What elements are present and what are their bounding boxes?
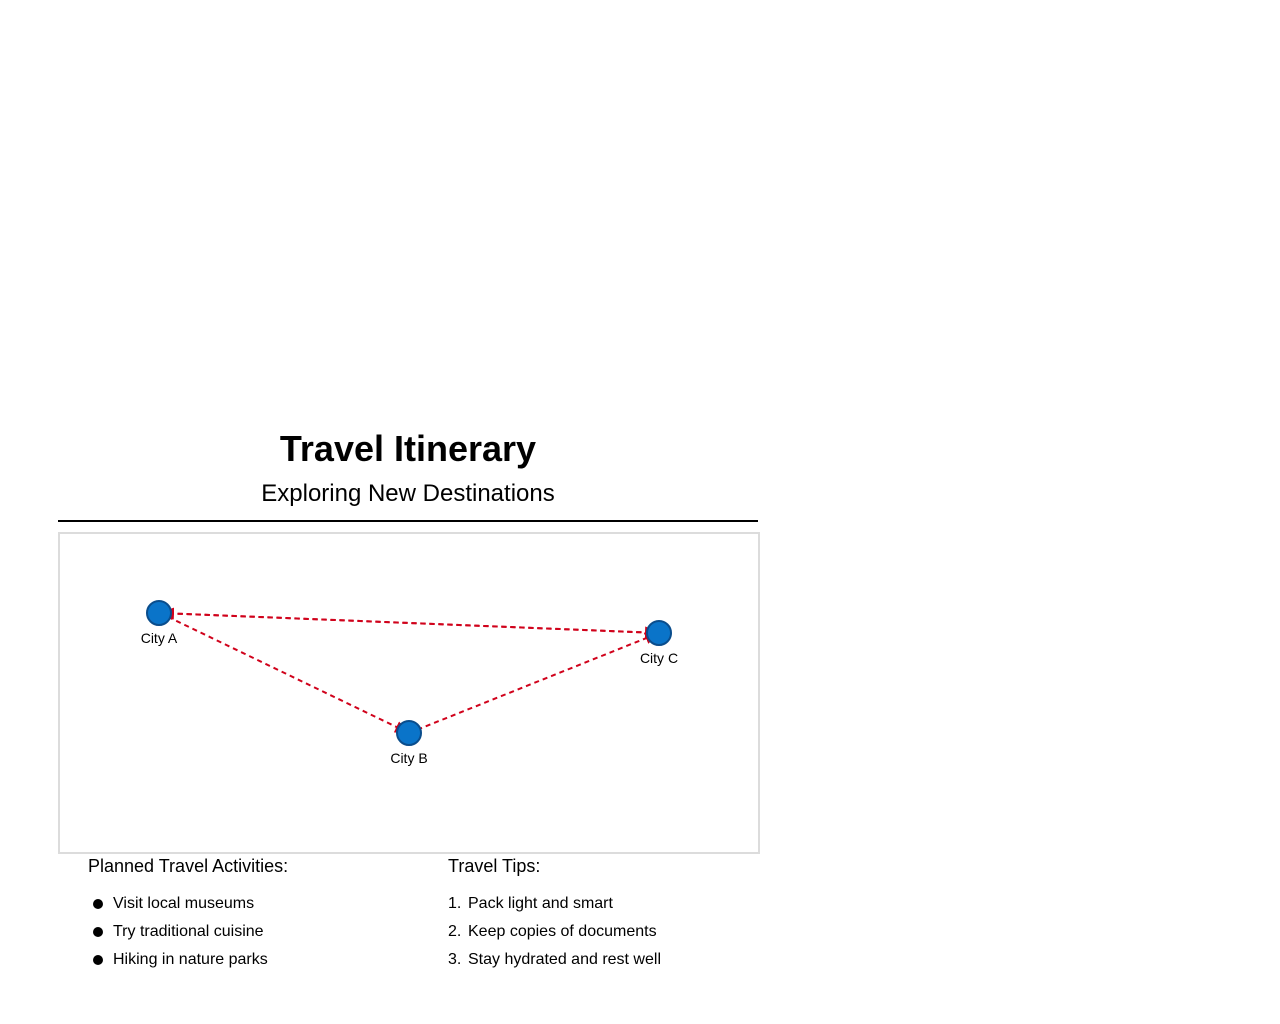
activities-title: Planned Travel Activities: bbox=[88, 855, 288, 877]
tip-text: Keep copies of documents bbox=[468, 918, 657, 946]
title-divider bbox=[58, 520, 758, 522]
tips-title: Travel Tips: bbox=[448, 855, 540, 877]
activity-text: Hiking in nature parks bbox=[113, 946, 268, 974]
city-a-label: City A bbox=[141, 630, 178, 646]
tip-number: 3. bbox=[448, 946, 461, 974]
city-a-marker[interactable] bbox=[147, 601, 171, 625]
tip-number: 1. bbox=[448, 890, 461, 918]
route-map-canvas: City A City B City C bbox=[60, 534, 758, 852]
tip-text: Stay hydrated and rest well bbox=[468, 946, 661, 974]
tip-text: Pack light and smart bbox=[468, 890, 613, 918]
bullet-icon bbox=[93, 927, 103, 937]
route-b-to-c bbox=[409, 633, 659, 733]
page-subtitle: Exploring New Destinations bbox=[58, 480, 758, 508]
route-a-to-b bbox=[160, 613, 409, 733]
city-c-marker[interactable] bbox=[647, 621, 671, 645]
route-c-to-a bbox=[160, 613, 659, 633]
city-b-marker[interactable] bbox=[397, 721, 421, 745]
route-map: City A City B City C bbox=[58, 532, 760, 854]
city-b-label: City B bbox=[390, 750, 427, 766]
city-c-label: City C bbox=[640, 650, 678, 666]
activity-text: Visit local museums bbox=[113, 890, 254, 918]
page-title: Travel Itinerary bbox=[58, 428, 758, 470]
activity-text: Try traditional cuisine bbox=[113, 918, 264, 946]
bullet-icon bbox=[93, 955, 103, 965]
tip-number: 2. bbox=[448, 918, 461, 946]
bullet-icon bbox=[93, 899, 103, 909]
